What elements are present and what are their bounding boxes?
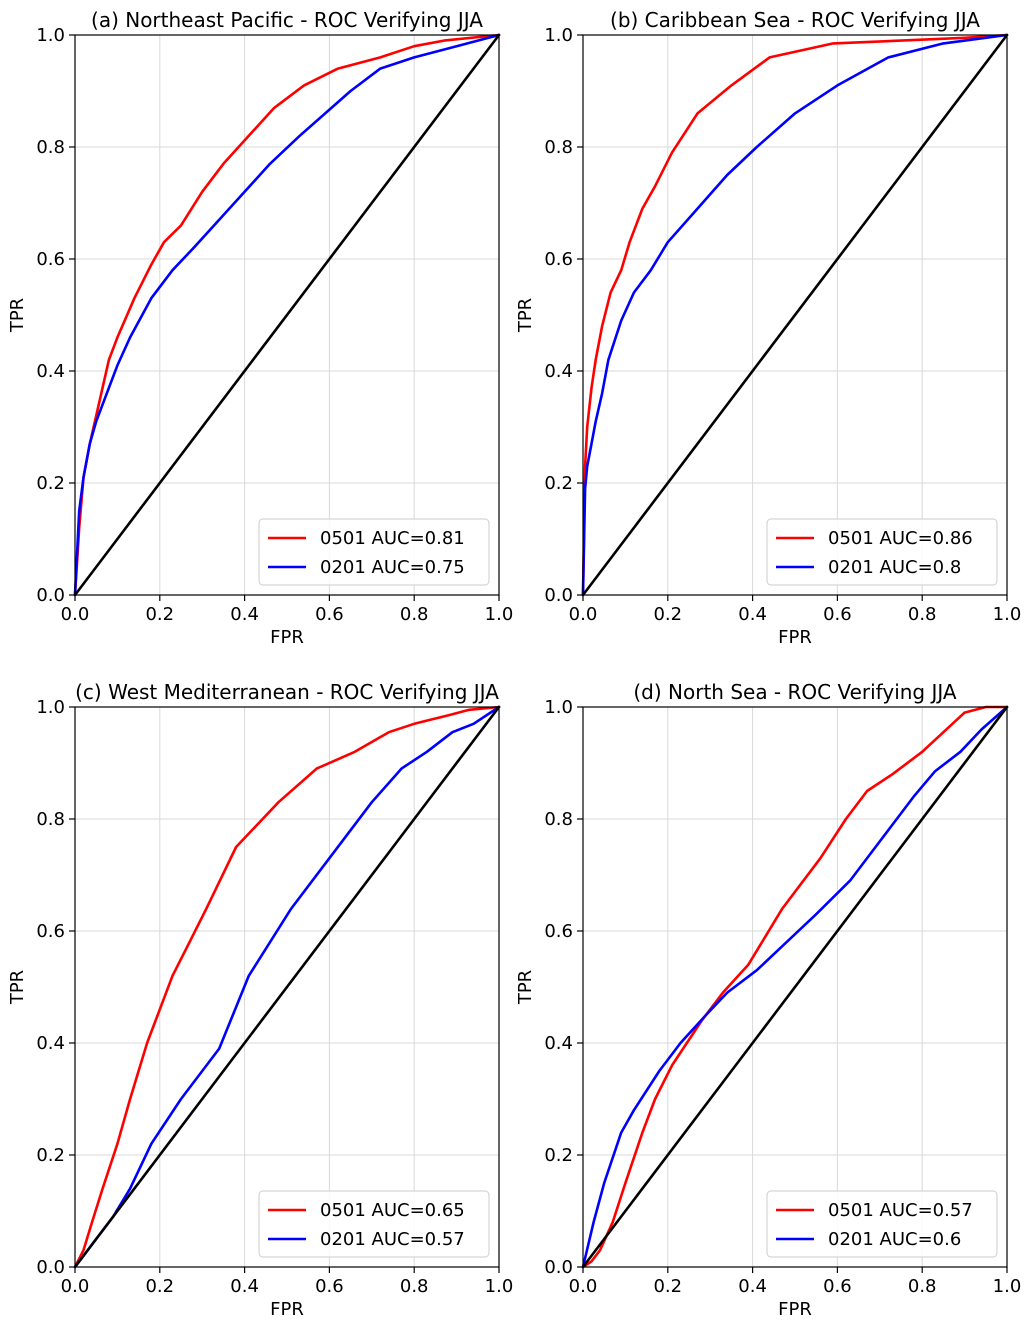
chart-panel-4: (d) North Sea - ROC Verifying JJA 0.0 0.2 0…	[515, 680, 1021, 1320]
y-tick-label: 0.4	[544, 1033, 573, 1054]
x-tick-label: 0.6	[823, 1276, 852, 1297]
y-tick-label: 0.0	[36, 1257, 65, 1278]
x-tick-label: 0.0	[569, 604, 598, 625]
y-tick-label: 0.2	[544, 1145, 573, 1166]
x-axis-label: FPR	[270, 1299, 304, 1320]
y-tick-label: 1.0	[544, 25, 573, 46]
y-tick-label: 1.0	[544, 697, 573, 718]
y-tick-label: 0.8	[544, 809, 573, 830]
y-tick-label: 0.2	[36, 1145, 65, 1166]
legend-box	[766, 518, 998, 586]
legend-box	[766, 1190, 998, 1258]
x-tick-label: 0.2	[653, 604, 682, 625]
x-tick-label: 0.2	[653, 1276, 682, 1297]
x-tick-label: 0.6	[823, 604, 852, 625]
legend-label: 0201 AUC=0.6	[828, 1229, 961, 1250]
plot-frame	[74, 706, 500, 1268]
x-axis-label: FPR	[778, 1299, 812, 1320]
x-tick-label: 0.2	[145, 1276, 174, 1297]
y-tick-label: 1.0	[36, 697, 65, 718]
legend-label: 0501 AUC=0.65	[320, 1200, 465, 1221]
series-line-2	[581, 33, 1009, 597]
x-tick-label: 1.0	[993, 1276, 1022, 1297]
y-tick-label: 0.4	[36, 1033, 65, 1054]
legend-label: 0201 AUC=0.75	[320, 557, 465, 578]
series-line-1	[581, 705, 1009, 1269]
legend-label: 0501 AUC=0.57	[828, 1200, 973, 1221]
chart-title: (c) West Mediterranean - ROC Verifying J…	[75, 680, 499, 704]
y-axis-label: TPR	[515, 298, 536, 333]
chart-title: (a) Northeast Pacific - ROC Verifying JJ…	[91, 8, 483, 32]
plot-frame	[582, 34, 1008, 596]
legend-label: 0201 AUC=0.57	[320, 1229, 465, 1250]
legend: 0501 AUC=0.57 0201 AUC=0.6	[766, 1190, 998, 1258]
y-tick-label: 0.6	[544, 249, 573, 270]
legend-box	[258, 1190, 490, 1258]
x-tick-label: 0.8	[400, 604, 429, 625]
x-tick-label: 0.6	[315, 604, 344, 625]
legend-label: 0501 AUC=0.86	[828, 528, 973, 549]
y-tick-label: 0.2	[36, 473, 65, 494]
y-tick-label: 0.0	[544, 585, 573, 606]
legend-label: 0201 AUC=0.8	[828, 557, 961, 578]
x-tick-label: 0.0	[61, 1276, 90, 1297]
x-tick-label: 0.8	[400, 1276, 429, 1297]
x-tick-label: 0.6	[315, 1276, 344, 1297]
legend: 0501 AUC=0.65 0201 AUC=0.57	[258, 1190, 490, 1258]
x-tick-label: 0.0	[61, 604, 90, 625]
chart-panel-1: (a) Northeast Pacific - ROC Verifying JJ…	[7, 8, 513, 648]
chart-title: (d) North Sea - ROC Verifying JJA	[633, 680, 957, 704]
x-tick-label: 0.4	[230, 604, 259, 625]
legend-label: 0501 AUC=0.81	[320, 528, 465, 549]
x-tick-label: 0.4	[230, 1276, 259, 1297]
chart-title: (b) Caribbean Sea - ROC Verifying JJA	[610, 8, 980, 32]
legend: 0501 AUC=0.86 0201 AUC=0.8	[766, 518, 998, 586]
y-tick-label: 0.8	[544, 137, 573, 158]
series-line-1	[581, 33, 1009, 597]
y-axis-label: TPR	[7, 970, 28, 1005]
y-tick-label: 0.2	[544, 473, 573, 494]
y-tick-label: 0.4	[544, 361, 573, 382]
diagonal-reference-line	[73, 33, 501, 597]
y-tick-label: 0.6	[36, 249, 65, 270]
x-axis-label: FPR	[270, 627, 304, 648]
y-tick-label: 0.8	[36, 137, 65, 158]
y-tick-label: 1.0	[36, 25, 65, 46]
x-tick-label: 0.2	[145, 604, 174, 625]
x-tick-label: 0.8	[908, 604, 937, 625]
series-line-1	[73, 705, 501, 1269]
chart-panel-3: (c) West Mediterranean - ROC Verifying J…	[7, 680, 513, 1320]
diagonal-reference-line	[73, 705, 501, 1269]
x-axis-label: FPR	[778, 627, 812, 648]
y-axis-label: TPR	[515, 970, 536, 1005]
x-tick-label: 1.0	[485, 604, 514, 625]
x-tick-label: 0.0	[569, 1276, 598, 1297]
y-tick-label: 0.0	[36, 585, 65, 606]
y-tick-label: 0.6	[544, 921, 573, 942]
y-tick-label: 0.6	[36, 921, 65, 942]
diagonal-reference-line	[581, 33, 1009, 597]
plot-frame	[74, 34, 500, 596]
legend-box	[258, 518, 490, 586]
chart-panel-2: (b) Caribbean Sea - ROC Verifying JJA 0.0…	[515, 8, 1021, 648]
y-tick-label: 0.0	[544, 1257, 573, 1278]
x-tick-label: 1.0	[993, 604, 1022, 625]
x-tick-label: 0.4	[738, 1276, 767, 1297]
x-tick-label: 0.4	[738, 604, 767, 625]
legend: 0501 AUC=0.81 0201 AUC=0.75	[258, 518, 490, 586]
series-line-2	[581, 705, 1009, 1269]
y-axis-label: TPR	[7, 298, 28, 333]
y-tick-label: 0.4	[36, 361, 65, 382]
series-line-2	[73, 33, 501, 597]
diagonal-reference-line	[581, 705, 1009, 1269]
x-tick-label: 1.0	[485, 1276, 514, 1297]
x-tick-label: 0.8	[908, 1276, 937, 1297]
y-tick-label: 0.8	[36, 809, 65, 830]
plot-frame	[582, 706, 1008, 1268]
